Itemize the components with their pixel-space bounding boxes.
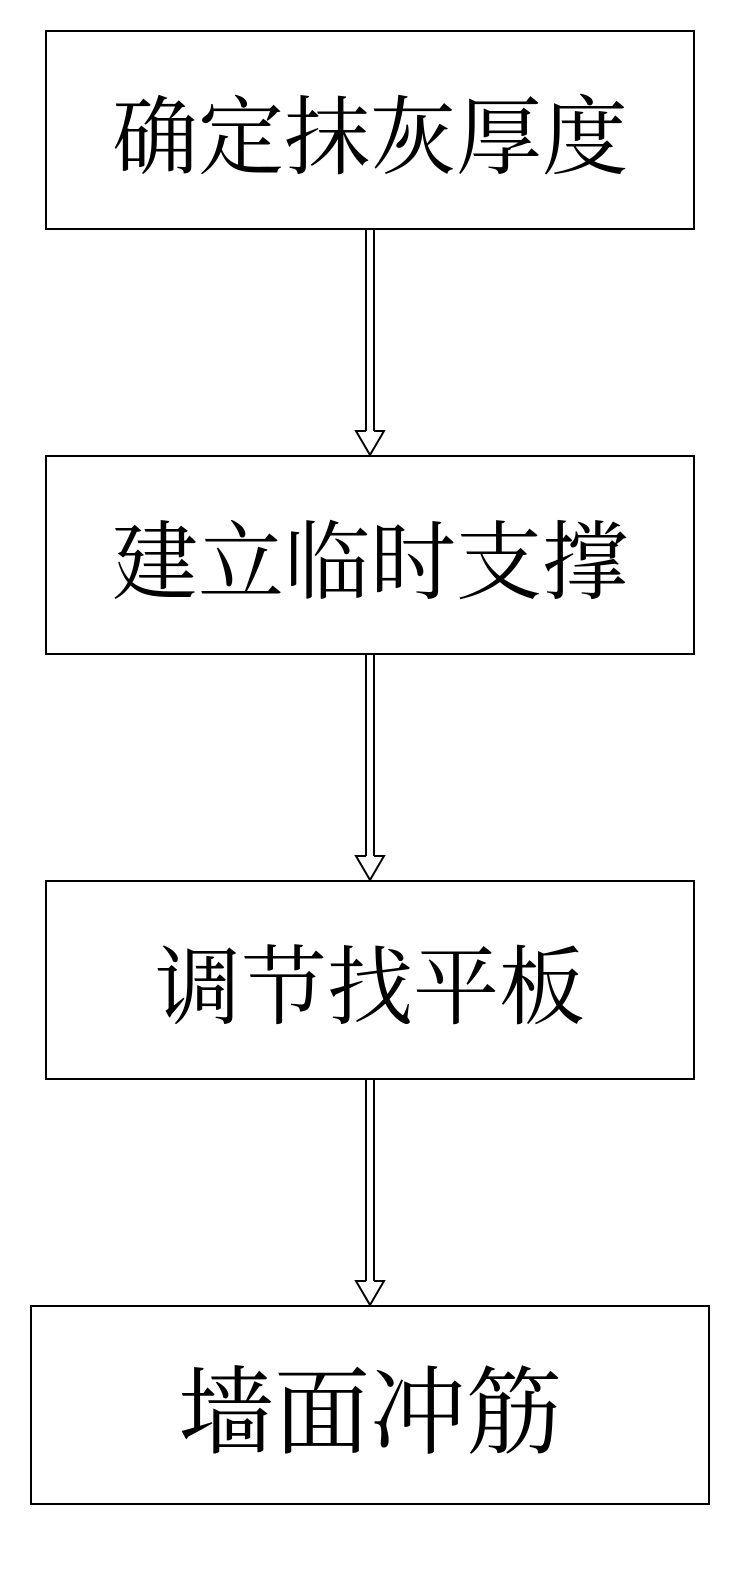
flowchart-node-label: 调节找平板 bbox=[155, 918, 585, 1042]
flowchart-canvas: 确定抹灰厚度建立临时支撑调节找平板墙面冲筋 bbox=[0, 0, 741, 1571]
flowchart-node-label: 确定抹灰厚度 bbox=[112, 68, 628, 192]
flowchart-node-n4: 墙面冲筋 bbox=[30, 1305, 710, 1505]
flowchart-node-label: 建立临时支撑 bbox=[112, 493, 628, 617]
flowchart-node-n2: 建立临时支撑 bbox=[45, 455, 695, 655]
flowchart-arrow-n3-n4 bbox=[354, 1080, 386, 1305]
flowchart-node-n3: 调节找平板 bbox=[45, 880, 695, 1080]
flowchart-node-label: 墙面冲筋 bbox=[178, 1337, 562, 1474]
flowchart-node-n1: 确定抹灰厚度 bbox=[45, 30, 695, 230]
flowchart-arrow-n2-n3 bbox=[354, 655, 386, 880]
flowchart-arrow-n1-n2 bbox=[354, 230, 386, 455]
